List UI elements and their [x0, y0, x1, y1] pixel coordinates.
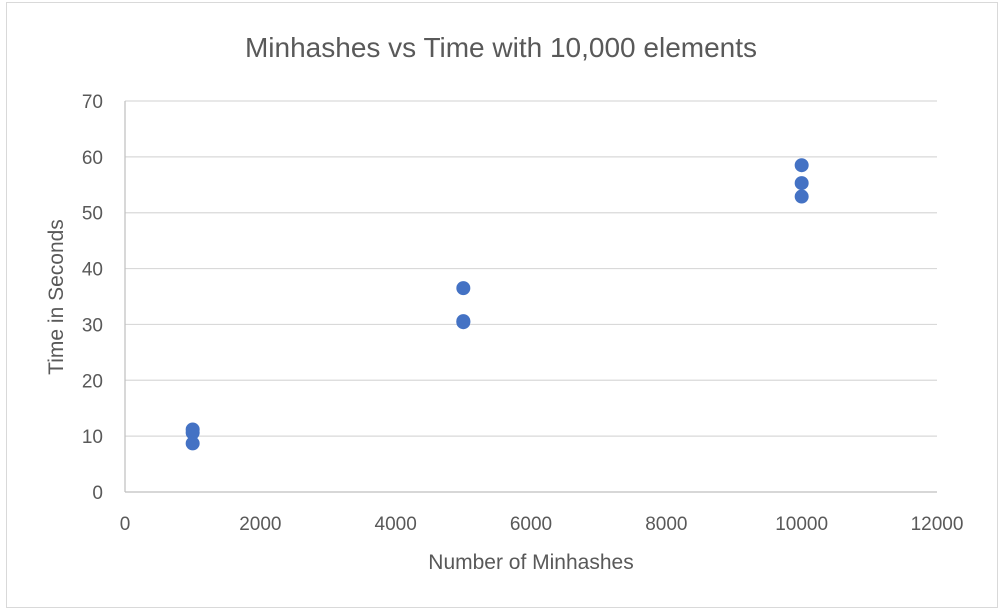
data-point — [794, 189, 809, 204]
chart-title: Minhashes vs Time with 10,000 elements — [245, 32, 757, 63]
x-tick-label: 8000 — [645, 514, 687, 535]
y-tick-label: 60 — [82, 148, 103, 169]
x-tick-label: 2000 — [239, 514, 281, 535]
data-point — [794, 158, 809, 173]
data-point — [794, 176, 809, 191]
x-axis-title: Number of Minhashes — [428, 551, 633, 574]
data-point — [185, 436, 200, 451]
x-tick-label: 10000 — [775, 514, 828, 535]
data-point — [456, 315, 471, 330]
y-axis-title: Time in Seconds — [45, 219, 68, 375]
y-tick-label: 70 — [82, 92, 103, 113]
x-tick-label: 6000 — [510, 514, 552, 535]
y-tick-label: 40 — [82, 260, 103, 281]
chart-area-border — [6, 2, 998, 608]
tick-labels: 0 10 20 30 40 50 60 70 0 2000 4000 6000 8000 10000 120… — [82, 92, 964, 535]
y-tick-label: 30 — [82, 315, 103, 336]
y-tick-label: 20 — [82, 371, 103, 392]
x-tick-label: 4000 — [375, 514, 417, 535]
y-tick-label: 0 — [92, 483, 103, 504]
x-tick-label: 12000 — [911, 514, 964, 535]
y-tick-label: 10 — [82, 427, 103, 448]
data-point — [456, 281, 471, 296]
x-tick-label: 0 — [120, 514, 131, 535]
gridlines — [125, 100, 937, 437]
y-tick-label: 50 — [82, 204, 103, 225]
axes — [124, 101, 937, 493]
data-points — [185, 158, 809, 451]
